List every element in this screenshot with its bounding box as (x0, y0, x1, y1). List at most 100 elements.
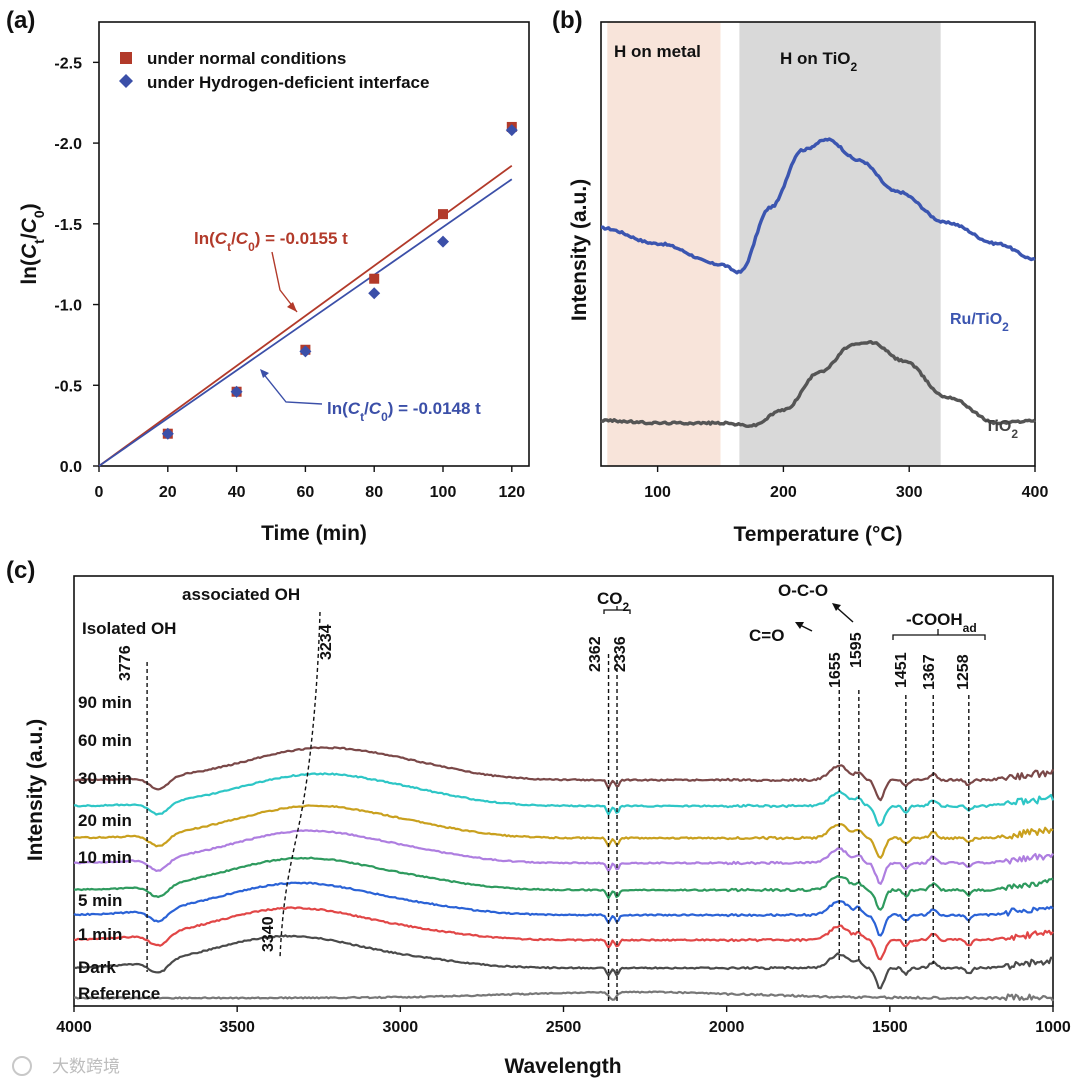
a-ytick-label: -1.0 (54, 298, 82, 315)
marker-3234-label: 3234 (318, 624, 335, 660)
c-xtick-label: 3000 (383, 1019, 419, 1036)
panel-c-marks (73, 746, 1055, 1002)
b-xtick-label: 100 (644, 484, 671, 501)
series-label-10-min: 10 min (78, 848, 132, 867)
c-xtick-label: 1500 (872, 1019, 908, 1036)
c-xtick-label: 3500 (219, 1019, 255, 1036)
spectrum-60-min (73, 772, 1055, 827)
spectrum-5-min (73, 881, 1054, 937)
marker-2336-label: 2336 (612, 636, 629, 672)
point-normal (438, 209, 448, 220)
a-ytick-label: 0.0 (60, 459, 82, 476)
panel-b-ylabel: Intensity (a.u.) (568, 179, 591, 321)
panel-c-ylabel: Intensity (a.u.) (24, 719, 47, 861)
marker-2362-label: 2362 (587, 636, 604, 672)
panel-a-letter: (a) (6, 7, 35, 34)
panel-a-xlabel: Time (min) (261, 522, 367, 545)
panel-b-axes: 100 200 300 400 (644, 466, 1048, 501)
spectrum-dark (73, 934, 1054, 990)
fit-normal-arrowhead (287, 302, 297, 312)
a-xtick-label: 20 (159, 484, 177, 501)
associated-oh-shift-line (279, 611, 321, 959)
a-ytick-label: -0.5 (54, 378, 82, 395)
marker-1367-label: 1367 (921, 654, 938, 690)
c-o-label: C=O (749, 626, 784, 645)
spectrum-1-min (74, 906, 1054, 961)
legend-square-marker (120, 52, 132, 64)
point-normal (369, 273, 380, 284)
panel-b-regions (607, 22, 941, 466)
panel-a-marks (98, 121, 518, 467)
marker-1258-label: 1258 (955, 654, 972, 690)
fit-line-deficient (98, 178, 513, 467)
curve-tio2 (600, 340, 1036, 428)
c-xtick-label: 4000 (56, 1019, 92, 1036)
region-h-on-tio2-label: H on TiO2 (780, 49, 858, 74)
fit-line-normal (98, 164, 513, 467)
watermark-text: 大数跨境 (52, 1057, 120, 1076)
marker-1451-label: 1451 (893, 652, 910, 688)
spectrum-reference (73, 990, 1054, 1002)
point-deficient (505, 124, 518, 137)
fit-deficient-arrow (261, 371, 323, 405)
series-label-90-min: 90 min (78, 693, 132, 712)
spectrum-90-min (73, 746, 1054, 802)
a-xtick-label: 120 (498, 484, 525, 501)
panel-a-axes: 0 20 40 60 80 100 120 0.0 -0.5 -1.0 -1.5 -2.0 -2.5 (54, 55, 525, 501)
legend-deficient-label: under Hydrogen-deficient interface (147, 73, 429, 92)
a-ytick-label: -2.5 (54, 55, 82, 72)
co2-bracket (603, 606, 631, 614)
panel-a-frame (98, 21, 530, 467)
marker-1655-label: 1655 (827, 652, 844, 688)
c-o-arrowhead (795, 622, 804, 629)
panel-c-xlabel: Wavelength (504, 1055, 621, 1078)
associated-oh-label: associated OH (182, 585, 300, 604)
series-label-reference: Reference (78, 984, 160, 1003)
point-deficient (299, 345, 312, 358)
watermark-logo-icon (12, 1056, 32, 1076)
c-xtick-label: 2500 (546, 1019, 582, 1036)
panel-b-frame (600, 21, 1036, 467)
o-c-o-arrow (834, 605, 854, 623)
fit-deficient-arrowhead (260, 369, 269, 378)
series-label-dark: Dark (78, 958, 116, 977)
panel-b-letter: (b) (552, 7, 583, 34)
o-c-o-label: O-C-O (778, 581, 828, 600)
a-ytick-label: -2.0 (54, 136, 82, 153)
a-xtick-label: 100 (430, 484, 457, 501)
co2-label: CO2 (597, 589, 630, 614)
a-xtick-label: 0 (95, 484, 104, 501)
point-deficient (161, 427, 174, 440)
b-xtick-label: 400 (1022, 484, 1049, 501)
marker-3776-label: 3776 (117, 645, 134, 681)
fit-normal-equation: ln(Ct/C0) = -0.0155 t (194, 229, 348, 254)
c-xtick-label: 2000 (709, 1019, 745, 1036)
cooh-label: -COOHad (906, 610, 977, 635)
ru-tio2-label: Ru/TiO2 (950, 311, 1009, 334)
point-deficient (230, 385, 243, 398)
legend-normal-label: under normal conditions (147, 49, 346, 68)
panel-a-ylabel: ln(Ct/C0) (18, 203, 47, 284)
panel-a: (a) 0 20 40 60 80 100 120 0.0 -0.5 -1.0 -1.5 -2.0 -2… (6, 7, 530, 545)
a-ytick-label: -1.5 (54, 217, 82, 234)
c-xtick-label: 1000 (1035, 1019, 1071, 1036)
panel-b: (b) H on metal H on TiO2 100 200 300 400 Ru… (552, 7, 1048, 546)
point-deficient (437, 235, 449, 248)
curve-ru-tio2 (601, 137, 1036, 275)
region-h-on-tio2 (739, 22, 941, 466)
point-deficient (368, 287, 381, 300)
marker-3340-label: 3340 (260, 916, 277, 952)
series-label-1-min: 1 min (78, 925, 122, 944)
isolated-oh-label: Isolated OH (82, 619, 176, 638)
legend-diamond-marker (119, 74, 133, 88)
panel-c-series-labels: Reference Dark 1 min 5 min 10 min 20 min 30 mi… (78, 693, 160, 1003)
series-label-60-min: 60 min (78, 731, 132, 750)
tio2-label: TiO2 (985, 418, 1018, 441)
panel-c-axes: 4000 3500 3000 2500 2000 1500 1000 (56, 1006, 1071, 1036)
a-xtick-label: 80 (365, 484, 383, 501)
cooh-bracket (892, 629, 986, 640)
spectrum-10-min (73, 856, 1054, 911)
panel-b-xlabel: Temperature (°C) (733, 523, 902, 546)
